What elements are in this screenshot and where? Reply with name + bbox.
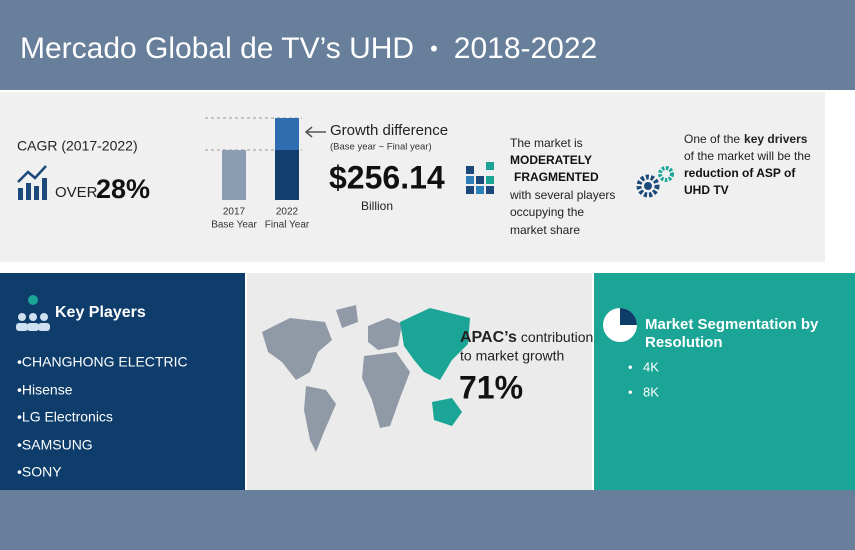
frag-line: FRAGMENTED bbox=[514, 170, 599, 184]
frag-line: with several players bbox=[509, 188, 615, 202]
top-panel bbox=[0, 92, 825, 262]
apac-line: APAC’s contribution bbox=[460, 329, 593, 347]
segment: 8K bbox=[643, 384, 659, 399]
blocks-icon bbox=[466, 162, 494, 194]
bar-2022-base bbox=[275, 150, 299, 200]
segment-bullet: • bbox=[628, 359, 633, 374]
pie-icon bbox=[603, 308, 637, 342]
segmentation-title: Resolution bbox=[645, 334, 723, 351]
frag-line: market share bbox=[510, 223, 580, 237]
bar-label: Base Year bbox=[211, 220, 257, 231]
drivers-line: of the market will be the bbox=[684, 149, 811, 163]
apac-text: contribution bbox=[521, 329, 593, 345]
apac-text: APAC’s bbox=[460, 329, 517, 346]
players-icon bbox=[16, 295, 50, 331]
apac-line: to market growth bbox=[460, 348, 564, 364]
player: •SONY bbox=[17, 464, 62, 480]
world-map bbox=[262, 305, 470, 452]
growth-subtitle: (Base year ~ Final year) bbox=[330, 142, 432, 153]
arrow-head bbox=[304, 126, 313, 138]
gears-icon bbox=[636, 166, 674, 198]
segment: 4K bbox=[643, 359, 659, 374]
footer-band bbox=[0, 490, 855, 550]
drivers-text: key drivers bbox=[744, 132, 808, 146]
drivers-line: UHD TV bbox=[684, 183, 729, 197]
bar-label: Final Year bbox=[265, 220, 310, 231]
key-players-panel bbox=[0, 273, 245, 490]
drivers-text: One of the bbox=[684, 132, 740, 146]
player: •LG Electronics bbox=[17, 409, 113, 425]
drivers-line: One of the key drivers bbox=[684, 132, 808, 146]
bar-year: 2022 bbox=[276, 207, 299, 218]
player: •Hisense bbox=[17, 382, 73, 398]
drivers-line: reduction of ASP of bbox=[684, 166, 796, 180]
apac-value: 71% bbox=[459, 369, 523, 405]
period: 2018-2022 bbox=[454, 32, 597, 65]
segmentation-title: Market Segmentation by bbox=[645, 316, 819, 333]
apac-panel bbox=[247, 273, 592, 490]
growth-unit: Billion bbox=[361, 199, 393, 213]
growth-icon bbox=[17, 165, 47, 200]
player: •CHANGHONG ELECTRIC bbox=[17, 354, 188, 370]
cagr-prefix: OVER bbox=[55, 184, 98, 201]
bar-2022-growth bbox=[275, 118, 299, 150]
growth-title: Growth difference bbox=[330, 122, 448, 139]
header-title: Mercado Global de TV’s UHD • 2018-2022 bbox=[20, 32, 597, 65]
frag-line: The market is bbox=[510, 136, 583, 150]
frag-line: occupying the bbox=[510, 205, 584, 219]
separator: • bbox=[430, 36, 438, 61]
cagr-value: 28% bbox=[96, 174, 150, 204]
bar-year: 2017 bbox=[223, 207, 246, 218]
bar-2017 bbox=[222, 150, 246, 200]
segment-bullet: • bbox=[628, 384, 633, 399]
key-players-title: Key Players bbox=[55, 304, 146, 321]
growth-value: $256.14 bbox=[329, 159, 445, 195]
cagr-label: CAGR (2017-2022) bbox=[17, 138, 138, 154]
frag-line: MODERATELY bbox=[510, 153, 592, 167]
header-band bbox=[0, 0, 855, 90]
player: •SAMSUNG bbox=[17, 437, 93, 453]
segmentation-panel bbox=[594, 273, 855, 490]
title: Mercado Global de TV’s UHD bbox=[20, 32, 414, 65]
